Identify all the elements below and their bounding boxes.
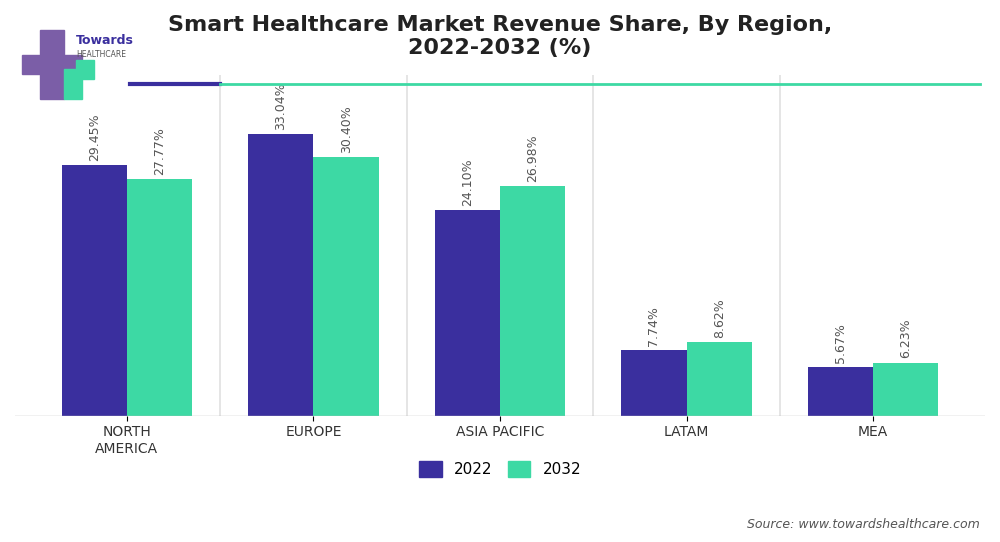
Bar: [127, 179, 192, 416]
Legend: 2022, 2032: 2022, 2032: [413, 455, 587, 483]
Text: 7.74%: 7.74%: [647, 306, 660, 346]
Text: 30.40%: 30.40%: [340, 105, 353, 152]
Bar: [40, 30, 64, 99]
Text: 6.23%: 6.23%: [899, 319, 912, 358]
Bar: [808, 367, 873, 416]
Text: HEALTHCARE: HEALTHCARE: [76, 50, 126, 59]
Text: 33.04%: 33.04%: [274, 82, 287, 130]
Bar: [64, 69, 82, 99]
Bar: [621, 350, 687, 416]
Bar: [76, 60, 94, 79]
Text: 24.10%: 24.10%: [461, 159, 474, 206]
Text: 26.98%: 26.98%: [526, 134, 539, 182]
Bar: [500, 186, 565, 416]
Text: 8.62%: 8.62%: [713, 298, 726, 338]
Bar: [687, 343, 752, 416]
Text: 29.45%: 29.45%: [88, 113, 101, 160]
Bar: [22, 55, 82, 74]
Text: Towards: Towards: [76, 34, 134, 47]
Text: 27.77%: 27.77%: [153, 127, 166, 175]
Text: Source: www.towardshealthcare.com: Source: www.towardshealthcare.com: [747, 518, 980, 531]
Bar: [313, 157, 379, 416]
Bar: [435, 210, 500, 416]
Title: Smart Healthcare Market Revenue Share, By Region,
2022-2032 (%): Smart Healthcare Market Revenue Share, B…: [168, 15, 832, 58]
Bar: [62, 165, 127, 416]
Text: 5.67%: 5.67%: [834, 323, 847, 363]
Bar: [248, 134, 313, 416]
Bar: [873, 363, 938, 416]
